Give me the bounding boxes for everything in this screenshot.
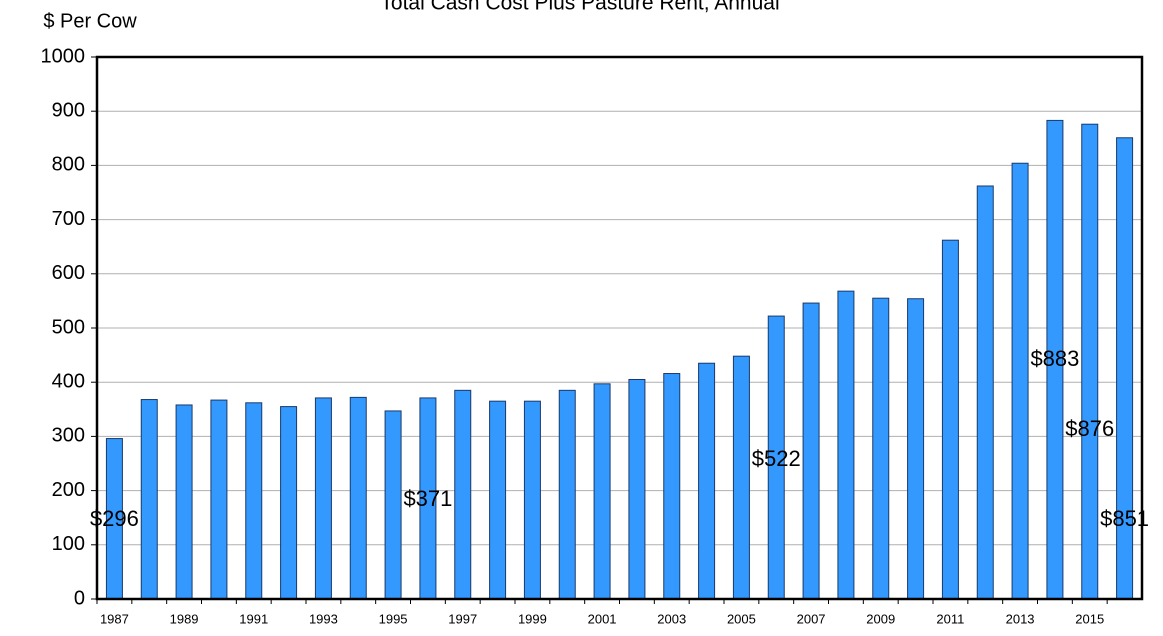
bar xyxy=(1081,123,1099,600)
bar xyxy=(245,402,263,600)
bar xyxy=(976,185,994,600)
x-tick-label: 2009 xyxy=(866,611,895,626)
value-label: $371 xyxy=(403,486,452,511)
x-tick-label: 2015 xyxy=(1075,611,1104,626)
bar xyxy=(523,400,541,600)
y-tick-label: 700 xyxy=(52,208,85,230)
bar xyxy=(140,399,158,600)
bar xyxy=(280,406,298,600)
y-tick-label: 400 xyxy=(52,370,85,392)
y-tick-label: 200 xyxy=(52,479,85,501)
bar xyxy=(628,378,646,600)
y-tick-label: 0 xyxy=(74,587,85,609)
y-tick-label: 500 xyxy=(52,316,85,338)
x-tick-label: 2005 xyxy=(727,611,756,626)
y-axis-label: $ Per Cow xyxy=(43,10,137,32)
bar xyxy=(732,355,750,600)
y-tick-label: 800 xyxy=(52,154,85,176)
bar xyxy=(837,290,855,600)
y-tick-label: 600 xyxy=(52,262,85,284)
bar xyxy=(489,400,507,600)
x-tick-label: 1997 xyxy=(448,611,477,626)
y-tick-label: 300 xyxy=(52,425,85,447)
x-tick-label: 1995 xyxy=(379,611,408,626)
value-label: $522 xyxy=(752,446,801,471)
bar xyxy=(210,399,228,600)
x-tick-label: 1991 xyxy=(239,611,268,626)
bar xyxy=(663,373,681,600)
bar xyxy=(454,389,472,600)
bar xyxy=(314,397,332,600)
bar xyxy=(941,239,959,600)
bar xyxy=(698,362,716,600)
bar xyxy=(1011,162,1029,600)
x-tick-label: 2013 xyxy=(1006,611,1035,626)
bar xyxy=(872,297,890,600)
y-tick-label: 900 xyxy=(52,99,85,121)
x-tick-label: 1993 xyxy=(309,611,338,626)
bar xyxy=(349,396,367,600)
bar xyxy=(175,404,193,600)
bar xyxy=(384,410,402,600)
bar xyxy=(558,389,576,600)
y-tick-label: 1000 xyxy=(41,45,86,67)
x-tick-label: 2001 xyxy=(588,611,617,626)
x-tick-label: 1999 xyxy=(518,611,547,626)
x-tick-label: 2003 xyxy=(657,611,686,626)
y-tick-label: 100 xyxy=(52,533,85,555)
chart-title: Total Cash Cost Plus Pasture Rent, Annua… xyxy=(380,0,779,15)
bar xyxy=(593,383,611,600)
value-label: $876 xyxy=(1065,416,1114,441)
bar xyxy=(802,302,820,600)
plot-frame xyxy=(95,55,1144,601)
value-label: $883 xyxy=(1030,346,1079,371)
x-tick-label: 2011 xyxy=(936,611,964,626)
x-tick-label: 1987 xyxy=(100,611,129,626)
x-tick-label: 2007 xyxy=(797,611,826,626)
x-tick-label: 1989 xyxy=(170,611,199,626)
bar xyxy=(907,298,925,600)
